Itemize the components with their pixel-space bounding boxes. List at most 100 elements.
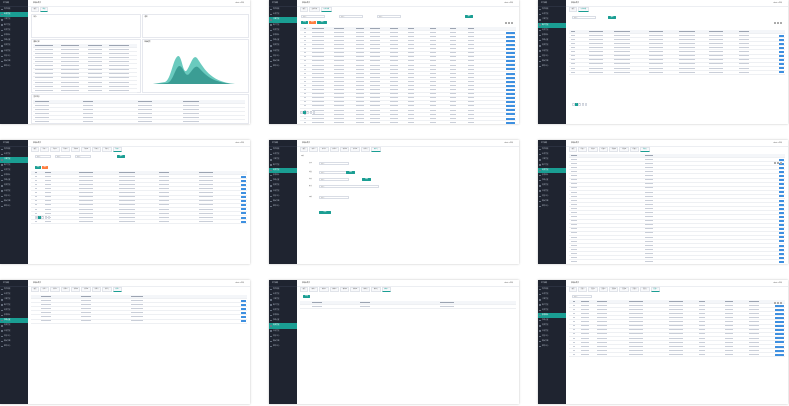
- table-row[interactable]: [33, 52, 137, 57]
- sidebar-item[interactable]: 财务管理: [538, 28, 566, 33]
- table-row[interactable]: [569, 38, 785, 43]
- row-action-button[interactable]: [510, 52, 515, 55]
- search-input[interactable]: 请输入: [301, 15, 325, 18]
- table-row[interactable]: [33, 81, 137, 85]
- row-action-button[interactable]: [779, 341, 784, 344]
- sidebar-item[interactable]: 系统设置: [269, 38, 297, 43]
- table-row[interactable]: [31, 179, 247, 184]
- row-action-button[interactable]: [505, 105, 510, 108]
- tab[interactable]: 业务列表: [308, 7, 320, 12]
- sidebar-item[interactable]: 权限管理: [269, 43, 297, 48]
- table-row[interactable]: [31, 208, 247, 212]
- row-action-button[interactable]: [505, 43, 510, 46]
- tab[interactable]: 首页: [300, 7, 308, 12]
- table-row[interactable]: [300, 72, 516, 77]
- row-action-button[interactable]: [510, 84, 515, 87]
- sidebar-item[interactable]: 日志管理: [538, 189, 566, 194]
- search-input[interactable]: 请输入: [35, 155, 51, 158]
- table-row[interactable]: [569, 256, 785, 261]
- table-row[interactable]: [569, 308, 785, 313]
- row-action-button[interactable]: [779, 179, 784, 182]
- sidebar-item[interactable]: 客户管理: [538, 163, 566, 168]
- row-action-button[interactable]: [779, 337, 784, 340]
- row-action-button[interactable]: [241, 187, 246, 190]
- sidebar-item[interactable]: 帮助中心: [269, 204, 297, 209]
- table-row[interactable]: [31, 212, 247, 217]
- search-input[interactable]: 请输入: [377, 15, 401, 18]
- row-action-button[interactable]: [779, 256, 784, 259]
- tab[interactable]: 概览: [39, 7, 48, 12]
- sidebar-item[interactable]: 帮助中心: [538, 204, 566, 209]
- row-action-button[interactable]: [774, 329, 779, 332]
- row-action-button[interactable]: [779, 63, 784, 66]
- sidebar-item[interactable]: 日志管理: [538, 329, 566, 334]
- sidebar-item[interactable]: 客户管理: [538, 22, 566, 28]
- row-action-button[interactable]: [774, 341, 779, 344]
- row-action-button[interactable]: [779, 345, 784, 348]
- row-action-button[interactable]: [779, 46, 784, 49]
- tab[interactable]: 设置一: [39, 287, 50, 292]
- sidebar-item[interactable]: 消息中心: [538, 334, 566, 339]
- sidebar-item[interactable]: 日志管理: [269, 329, 297, 334]
- row-action-button[interactable]: [505, 84, 510, 87]
- table-row[interactable]: [300, 60, 516, 64]
- table-row[interactable]: [31, 175, 247, 180]
- sidebar-item[interactable]: 业务管理: [269, 292, 297, 297]
- toolbar-icon[interactable]: [777, 22, 779, 24]
- table-row[interactable]: [569, 337, 785, 341]
- upload-button[interactable]: 编辑: [346, 171, 355, 175]
- row-action-button[interactable]: [774, 325, 779, 328]
- search-input[interactable]: 请输入: [55, 155, 71, 158]
- tab[interactable]: 标签一: [577, 147, 588, 152]
- row-action-button[interactable]: [241, 175, 246, 178]
- row-action-button[interactable]: [505, 76, 510, 79]
- table-row[interactable]: [300, 105, 516, 109]
- sidebar-item[interactable]: 订单管理: [269, 17, 297, 23]
- row-action-button[interactable]: [779, 349, 784, 352]
- row-action-button[interactable]: [505, 93, 510, 95]
- row-action-button[interactable]: [505, 117, 510, 120]
- table-row[interactable]: [33, 89, 137, 94]
- sidebar-item[interactable]: 订单管理: [269, 297, 297, 302]
- row-action-button[interactable]: [241, 200, 246, 203]
- toolbar-icon[interactable]: [774, 162, 776, 164]
- tab[interactable]: 表单三: [329, 147, 340, 152]
- row-action-button[interactable]: [505, 47, 510, 50]
- row-action-button[interactable]: [779, 170, 784, 173]
- sidebar-item[interactable]: 首页概览: [538, 7, 566, 12]
- row-action-button[interactable]: [510, 35, 515, 38]
- row-action-button[interactable]: [241, 196, 246, 199]
- table-row[interactable]: [569, 166, 785, 171]
- table-row[interactable]: [569, 236, 785, 240]
- sidebar-item[interactable]: 数据字典: [538, 199, 566, 204]
- sidebar-item[interactable]: 系统设置: [269, 318, 297, 323]
- sidebar-item[interactable]: 消息中心: [538, 194, 566, 199]
- sidebar-item[interactable]: 客户管理: [0, 163, 28, 168]
- row-action-button[interactable]: [505, 88, 510, 91]
- row-action-button[interactable]: [510, 72, 515, 75]
- sidebar-item[interactable]: 订单管理: [269, 157, 297, 162]
- table-row[interactable]: [569, 195, 785, 200]
- sidebar-item[interactable]: 客户管理: [0, 303, 28, 308]
- table-row[interactable]: [569, 252, 785, 257]
- tab[interactable]: 表单六: [360, 147, 371, 152]
- table-row[interactable]: [569, 63, 785, 67]
- row-action-button[interactable]: [505, 64, 510, 67]
- sidebar-item[interactable]: 数据字典: [0, 59, 28, 64]
- table-row[interactable]: [33, 56, 137, 61]
- tab[interactable]: 首页: [300, 287, 308, 292]
- sidebar-item[interactable]: 订单管理: [538, 17, 566, 22]
- tab[interactable]: 页面三: [598, 287, 609, 292]
- table-row[interactable]: [300, 93, 516, 97]
- page-button[interactable]: ›: [47, 216, 51, 219]
- sidebar-item[interactable]: 财务管理: [269, 28, 297, 33]
- sidebar-item[interactable]: 数据字典: [538, 339, 566, 344]
- sidebar-item[interactable]: 数据字典: [0, 199, 28, 204]
- add-button[interactable]: 新增: [303, 295, 310, 299]
- sidebar-item[interactable]: 报表统计: [269, 33, 297, 38]
- table-row[interactable]: [31, 299, 247, 304]
- sidebar-item[interactable]: 报表统计: [538, 312, 566, 319]
- tab[interactable]: 首页: [569, 287, 577, 292]
- tab[interactable]: 模块四: [340, 287, 350, 292]
- add-button[interactable]: 新增: [301, 21, 308, 25]
